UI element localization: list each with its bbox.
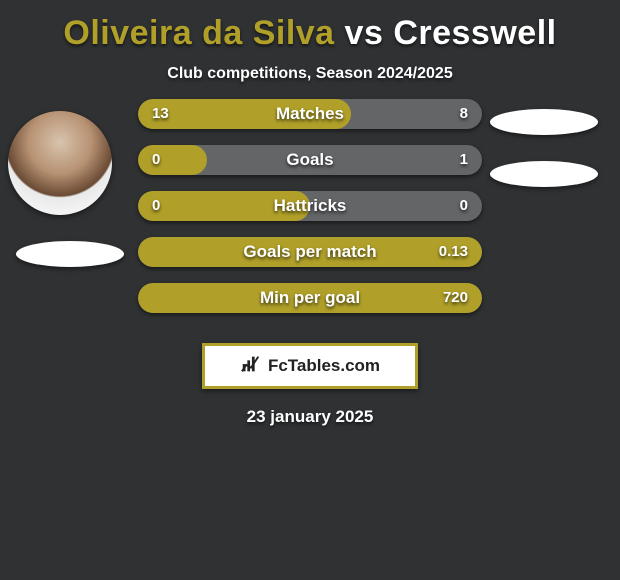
player1-avatar (8, 111, 112, 215)
stat-label: Matches (138, 99, 482, 129)
date-text: 23 january 2025 (0, 407, 620, 427)
stat-label: Hattricks (138, 191, 482, 221)
player1-flag (16, 241, 124, 267)
stat-value-right: 0 (460, 191, 468, 221)
brand-box: FcTables.com (202, 343, 418, 389)
player2-flag-bottom (490, 161, 598, 187)
stat-value-right: 1 (460, 145, 468, 175)
subtitle: Club competitions, Season 2024/2025 (0, 65, 620, 83)
stat-row: 0Goals1 (138, 145, 482, 175)
title-player1: Oliveira da Silva (63, 14, 334, 52)
stat-label: Min per goal (138, 283, 482, 313)
stat-row: Goals per match0.13 (138, 237, 482, 267)
stat-value-right: 720 (443, 283, 468, 313)
stat-label: Goals per match (138, 237, 482, 267)
stat-row: 13Matches8 (138, 99, 482, 129)
stat-value-right: 8 (460, 99, 468, 129)
stat-bars: 13Matches80Goals10Hattricks0Goals per ma… (138, 99, 482, 329)
chart-icon (240, 353, 262, 380)
comparison-title: Oliveira da Silva vs Cresswell (0, 0, 620, 53)
title-vs: vs (345, 14, 384, 52)
title-player2: Cresswell (393, 14, 556, 52)
stat-row: 0Hattricks0 (138, 191, 482, 221)
brand-text: FcTables.com (268, 356, 380, 376)
stat-label: Goals (138, 145, 482, 175)
stat-row: Min per goal720 (138, 283, 482, 313)
player2-flag-top (490, 109, 598, 135)
stat-value-right: 0.13 (439, 237, 468, 267)
